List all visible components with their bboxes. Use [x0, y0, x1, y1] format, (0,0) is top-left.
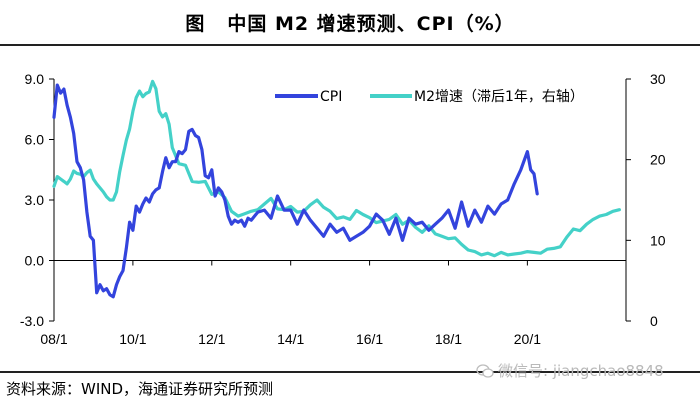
cpi-m2-line-chart: -3.0 0.0 3.0 6.0 9.0 0 10 20 30 08/1 10/1 12/1 14/1 1… — [20, 71, 666, 347]
footer-divider — [0, 371, 700, 373]
chart-legend: CPI M2增速（滞后1年，右轴） — [275, 89, 584, 105]
m2-series-line — [52, 79, 622, 258]
left-y-tick-label: -3.0 — [20, 313, 44, 329]
x-tick-label: 16/1 — [356, 331, 383, 347]
chart-title: 图 中国 M2 增速预测、CPI（%） — [0, 0, 700, 44]
x-tick-label: 12/1 — [198, 331, 225, 347]
chart-series — [52, 79, 622, 299]
watermark-text: 微信号: jiangchao8848 — [498, 362, 664, 380]
right-y-tick-label: 10 — [650, 232, 666, 248]
right-y-tick-label: 0 — [650, 313, 658, 329]
figure-label: 图 — [185, 12, 206, 35]
cpi-series-line — [52, 83, 539, 299]
left-y-tick-label: 0.0 — [25, 253, 45, 269]
source-note: 资料来源：WIND，海通证券研究所预测 — [6, 380, 274, 398]
x-tick-label: 18/1 — [435, 331, 462, 347]
title-divider — [0, 44, 700, 46]
legend-cpi-label: CPI — [320, 89, 342, 105]
wechat-icon — [476, 363, 494, 378]
x-tick-label: 20/1 — [514, 331, 541, 347]
right-y-tick-label: 30 — [650, 71, 666, 87]
x-tick-label: 08/1 — [40, 331, 67, 347]
right-y-tick-label: 20 — [650, 152, 666, 168]
legend-m2-label: M2增速（滞后1年，右轴） — [414, 89, 584, 105]
x-tick-label: 10/1 — [119, 331, 146, 347]
x-tick-label: 14/1 — [277, 331, 304, 347]
figure-title-text: 中国 M2 增速预测、CPI（%） — [227, 12, 515, 35]
chart-axes: -3.0 0.0 3.0 6.0 9.0 0 10 20 30 08/1 10/1 12/1 14/1 1… — [20, 71, 666, 347]
left-y-tick-label: 3.0 — [25, 192, 45, 208]
left-y-tick-label: 6.0 — [25, 132, 45, 148]
left-y-tick-label: 9.0 — [25, 71, 45, 87]
wechat-watermark: 微信号: jiangchao8848 — [476, 360, 664, 381]
